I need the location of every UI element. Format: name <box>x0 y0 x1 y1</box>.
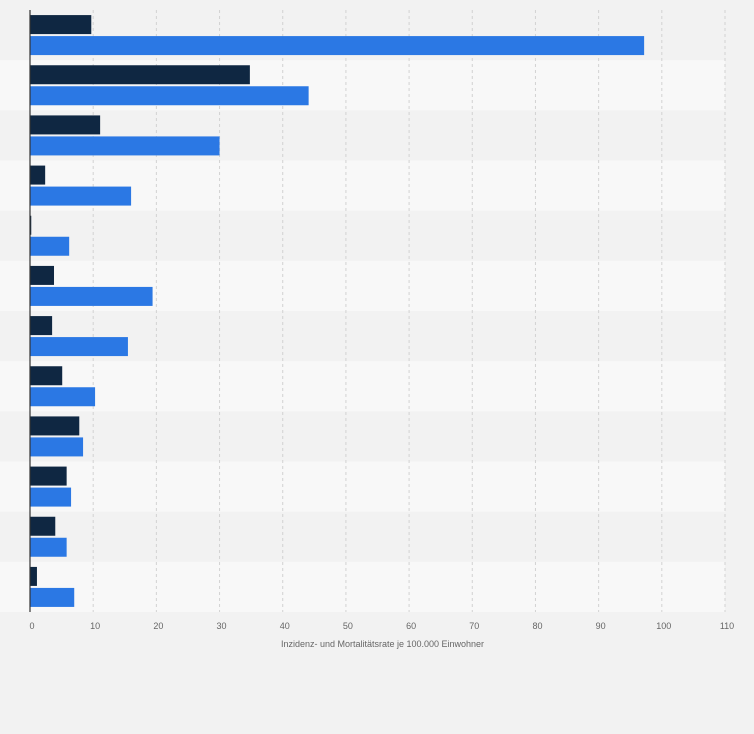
x-tick-label: 20 <box>153 621 163 631</box>
x-tick-label: 30 <box>217 621 227 631</box>
gridlines <box>92 10 726 612</box>
bars <box>30 15 645 607</box>
bar-series-1 <box>30 65 250 85</box>
x-tick-label: 50 <box>343 621 353 631</box>
x-tick-label: 90 <box>596 621 606 631</box>
x-tick-label: 70 <box>469 621 479 631</box>
bar-series-2 <box>30 587 75 607</box>
bar-series-2 <box>30 86 309 106</box>
x-tick-label: 100 <box>656 621 671 631</box>
x-tick-label: 110 <box>720 621 734 631</box>
row-band <box>0 411 725 462</box>
bar-series-1 <box>30 366 63 386</box>
bar-series-1 <box>30 115 101 135</box>
x-tick-label: 40 <box>280 621 290 631</box>
x-axis-label: Inzidenz- und Mortalitätsrate je 100.000… <box>281 639 484 649</box>
bar-series-1 <box>30 566 37 586</box>
x-tick-label: 60 <box>406 621 416 631</box>
bar-series-2 <box>30 286 153 306</box>
bar-series-2 <box>30 387 96 407</box>
bar-series-2 <box>30 186 132 206</box>
bar-series-1 <box>30 15 92 35</box>
row-band <box>0 361 725 412</box>
bar-series-2 <box>30 437 84 457</box>
row-band <box>0 561 725 612</box>
bar-series-2 <box>30 337 128 357</box>
bar-series-1 <box>30 265 55 285</box>
x-axis-ticks: 0 10 20 30 40 50 60 70 80 90 100 110 <box>29 621 734 631</box>
row-bands <box>0 10 725 612</box>
bar-series-2 <box>30 537 67 557</box>
bar-series-1 <box>30 316 53 336</box>
bar-series-2 <box>30 487 72 507</box>
x-tick-label: 0 <box>29 621 34 631</box>
row-band <box>0 210 725 261</box>
bar-series-2 <box>30 136 220 156</box>
row-band <box>0 461 725 512</box>
bar-series-2 <box>30 236 70 256</box>
row-band <box>0 511 725 562</box>
bar-series-1 <box>30 416 80 436</box>
x-tick-label: 80 <box>532 621 542 631</box>
bar-series-2 <box>30 36 645 56</box>
x-tick-label: 10 <box>90 621 100 631</box>
bar-series-1 <box>30 165 46 185</box>
bar-series-1 <box>30 516 56 536</box>
bar-series-1 <box>30 215 32 235</box>
bar-series-1 <box>30 466 67 486</box>
